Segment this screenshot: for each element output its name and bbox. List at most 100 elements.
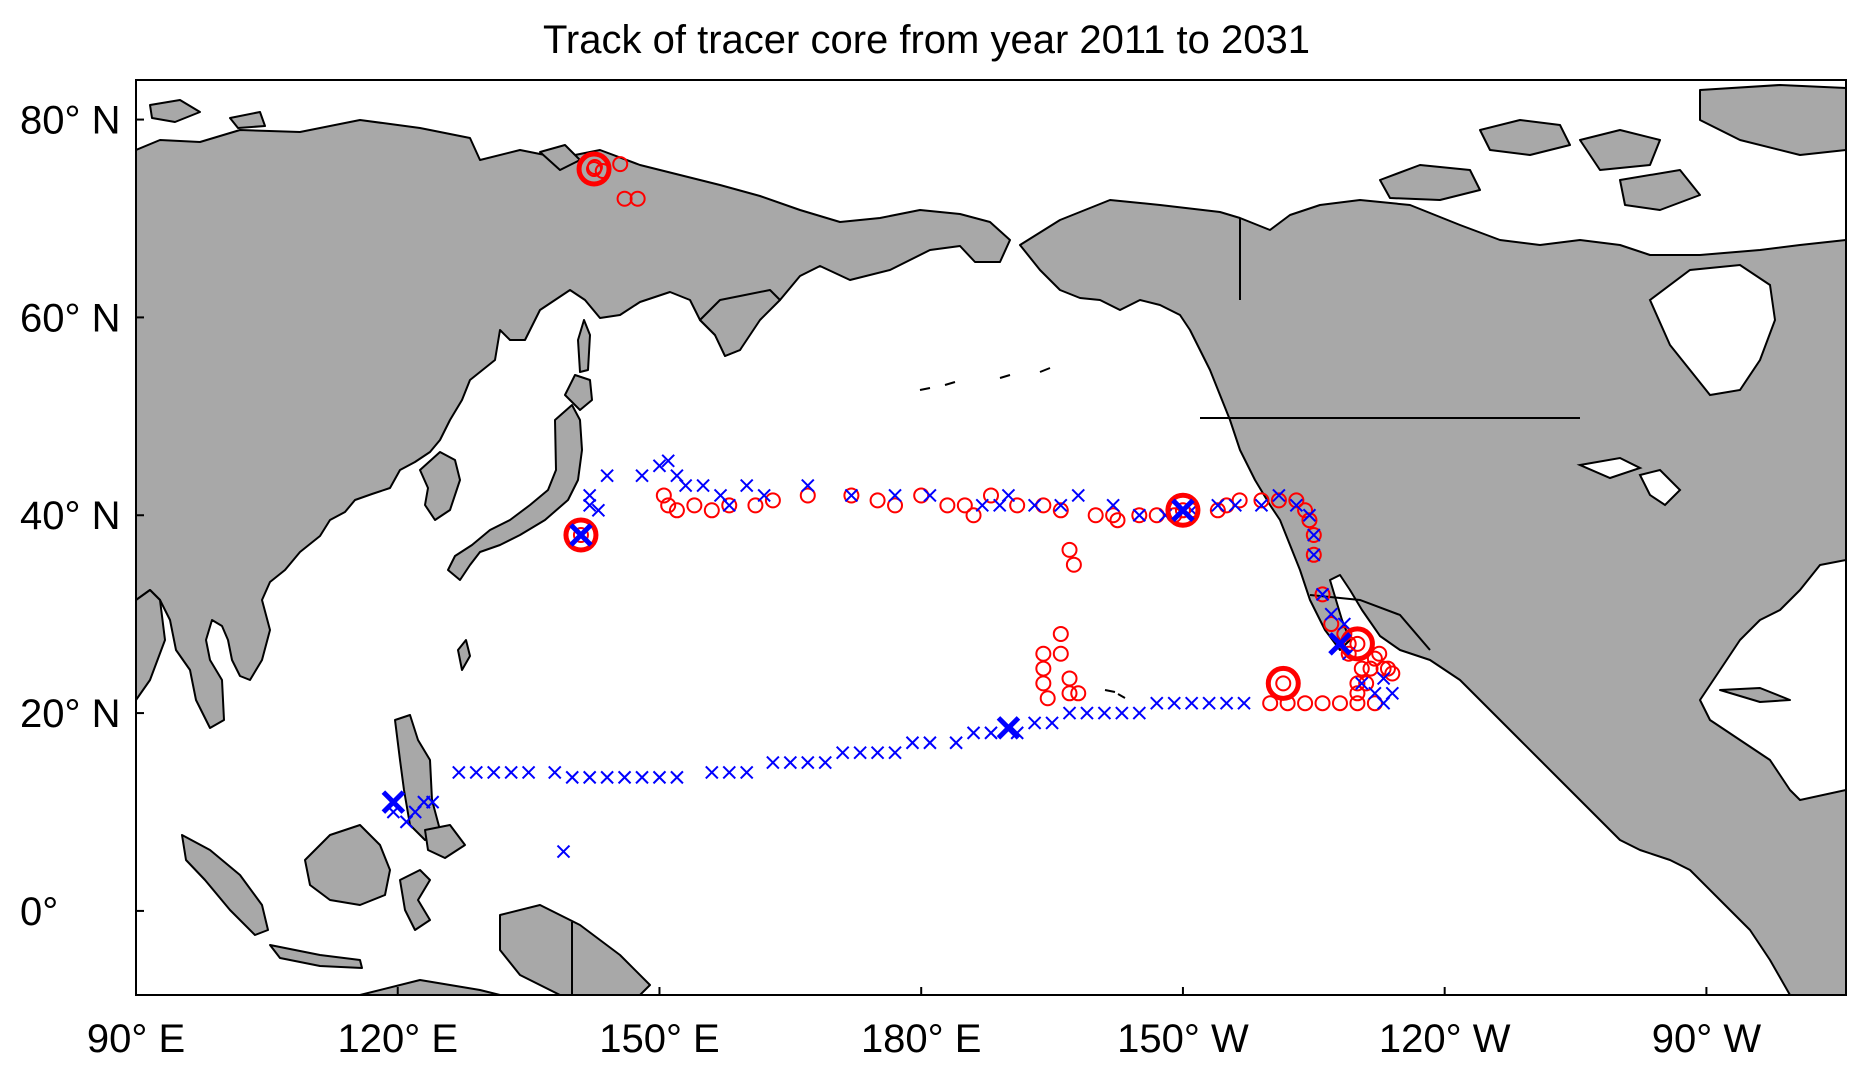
highlight-cross-marker bbox=[1171, 498, 1195, 523]
track-cross-marker bbox=[722, 765, 736, 780]
track-cross-marker bbox=[600, 468, 614, 483]
track-cross-marker bbox=[1010, 726, 1024, 740]
track-cross-marker bbox=[1272, 488, 1286, 503]
track-circle-marker bbox=[1061, 541, 1078, 558]
track-cross-marker bbox=[425, 795, 440, 809]
x-tick-label: 120° W bbox=[1379, 1017, 1511, 1061]
track-cross-marker bbox=[556, 844, 571, 859]
track-cross-marker bbox=[652, 770, 667, 785]
land-asia bbox=[136, 119, 1011, 729]
track-circle-marker bbox=[1109, 512, 1126, 529]
track-cross-marker bbox=[1211, 498, 1225, 513]
y-tick-label: 80° N bbox=[20, 99, 121, 143]
track-circle-marker bbox=[629, 190, 646, 207]
track-circle-marker bbox=[1105, 507, 1122, 524]
track-cross-marker bbox=[1167, 696, 1181, 710]
track-cross-marker bbox=[565, 770, 579, 785]
highlight-cross-marker bbox=[1328, 632, 1352, 656]
y-tick-label: 20° N bbox=[20, 692, 121, 736]
x-tick-label: 150° W bbox=[1117, 1017, 1249, 1061]
track-circle-marker bbox=[1314, 695, 1331, 712]
lake-michigan-huron bbox=[1638, 468, 1682, 507]
land-borneo bbox=[304, 824, 391, 906]
track-cross-marker bbox=[486, 765, 501, 780]
track-cross-marker bbox=[1307, 528, 1321, 542]
track-cross-marker bbox=[757, 488, 771, 503]
track-cross-marker bbox=[548, 765, 562, 780]
track-cross-marker bbox=[696, 478, 710, 493]
track-circle-marker bbox=[686, 497, 703, 514]
track-circle-marker bbox=[1061, 685, 1078, 702]
border-us-mexico bbox=[1309, 594, 1431, 651]
track-circle-marker bbox=[1384, 665, 1401, 682]
highlight-circle-marker bbox=[563, 517, 599, 553]
track-cross-marker bbox=[582, 488, 597, 503]
track-circle-marker bbox=[1379, 660, 1396, 677]
track-cross-marker bbox=[1054, 498, 1068, 513]
track-circle-marker bbox=[1349, 685, 1366, 702]
track-cross-marker bbox=[582, 498, 597, 513]
highlight-cross-marker bbox=[381, 790, 406, 814]
track-cross-marker bbox=[678, 478, 693, 493]
track-cross-marker bbox=[1115, 706, 1129, 720]
track-cross-marker bbox=[1202, 696, 1216, 710]
highlight-inner-circle bbox=[1275, 675, 1292, 692]
track-cross-marker bbox=[1219, 696, 1234, 710]
track-cross-marker bbox=[783, 755, 798, 770]
track-cross-marker bbox=[1289, 498, 1304, 513]
track-cross-marker bbox=[1045, 716, 1059, 730]
track-circle-marker bbox=[1131, 507, 1148, 524]
track-cross-marker bbox=[1385, 686, 1400, 701]
track-circle-marker bbox=[1039, 690, 1056, 707]
track-cross-marker bbox=[740, 765, 754, 780]
track-cross-marker bbox=[740, 478, 754, 493]
track-circle-marker bbox=[1288, 492, 1305, 509]
x-tick-label: 180° E bbox=[861, 1017, 982, 1061]
track-circle-marker bbox=[660, 497, 677, 514]
track-circle-marker bbox=[1148, 507, 1165, 524]
track-cross-marker bbox=[1001, 488, 1016, 503]
track-circle-marker bbox=[1035, 497, 1052, 514]
y-axis-ticks: 80° N 60° N 40° N 20° N 0° bbox=[20, 99, 144, 934]
track-cross-marker bbox=[452, 765, 466, 780]
track-circle-marker bbox=[1340, 645, 1357, 662]
track-cross-marker bbox=[1184, 696, 1199, 710]
track-circle-marker bbox=[1231, 492, 1248, 509]
land-arctic-island-4 bbox=[1699, 84, 1846, 156]
track-circle-marker bbox=[1301, 512, 1318, 529]
track-cross-marker bbox=[1237, 696, 1251, 710]
land-sumatra bbox=[181, 834, 269, 936]
track-cross-marker bbox=[591, 503, 606, 518]
track-circle-marker bbox=[1253, 492, 1270, 509]
track-circle-marker bbox=[721, 497, 738, 514]
track-cross-marker bbox=[1027, 498, 1042, 513]
track-circle-marker bbox=[1009, 497, 1026, 514]
track-cross-marker bbox=[582, 770, 597, 785]
land-australia bbox=[359, 979, 501, 995]
track-cross-marker bbox=[1080, 706, 1094, 720]
track-circle-marker bbox=[1087, 507, 1104, 524]
track-circle-marker bbox=[1065, 556, 1082, 573]
land-arctic-island-1 bbox=[1379, 164, 1481, 201]
track-circle-marker bbox=[655, 487, 672, 504]
track-cross-marker bbox=[975, 498, 989, 513]
land-cuba bbox=[1719, 687, 1791, 703]
track-cross-marker bbox=[801, 478, 815, 493]
track-circle-marker bbox=[887, 497, 904, 514]
track-cross-marker bbox=[766, 755, 780, 770]
track-circle-marker bbox=[1331, 695, 1348, 712]
track-cross-marker bbox=[1132, 508, 1147, 522]
track-circle-marker bbox=[1371, 645, 1388, 662]
track-circle-marker bbox=[668, 502, 685, 519]
track-cross-marker bbox=[984, 726, 998, 740]
track-circle-marker bbox=[1297, 695, 1314, 712]
highlight-inner-circle bbox=[586, 161, 603, 178]
land-sulawesi bbox=[399, 869, 431, 931]
track-cross-marker bbox=[1302, 508, 1317, 522]
track-cross-marker bbox=[635, 468, 649, 483]
land-masses bbox=[136, 84, 1846, 995]
track-circle-marker bbox=[1362, 660, 1379, 677]
highlight-circle-marker bbox=[1165, 492, 1201, 528]
land-india bbox=[136, 589, 166, 701]
track-cross-marker bbox=[670, 770, 684, 785]
